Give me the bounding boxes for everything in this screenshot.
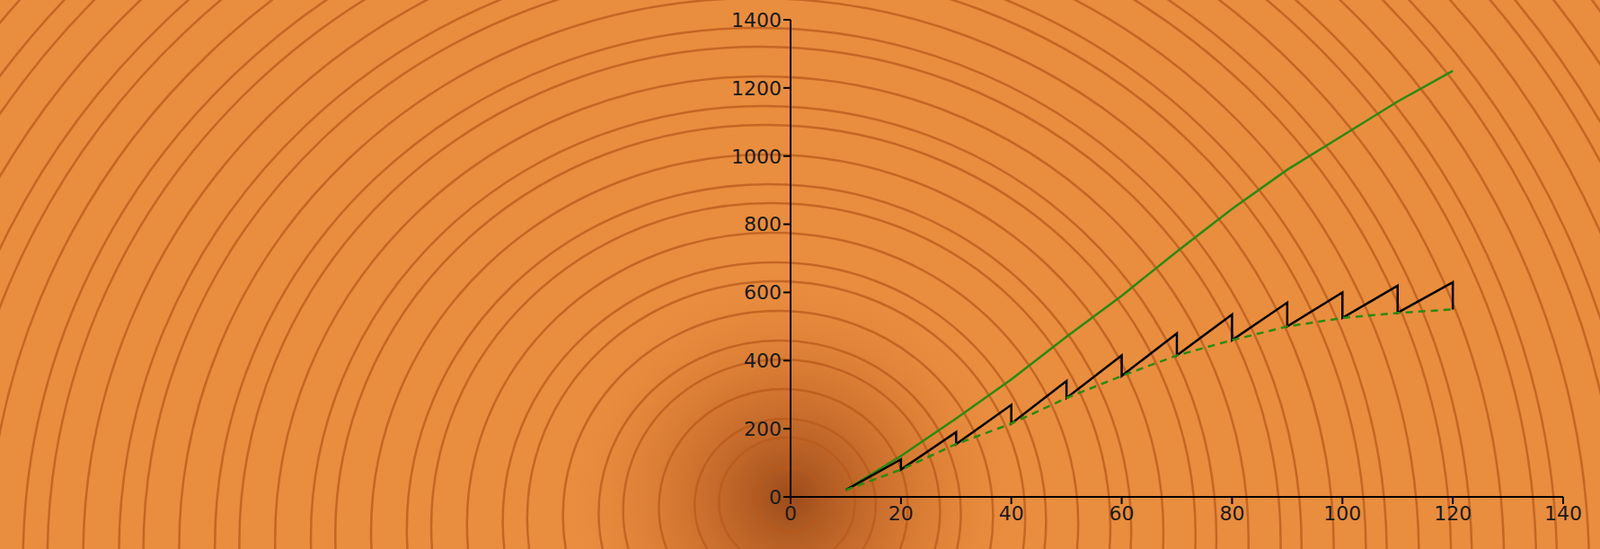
svg-text:200: 200 — [743, 417, 782, 441]
svg-text:60: 60 — [1109, 502, 1135, 525]
svg-text:40: 40 — [998, 502, 1025, 525]
svg-text:1000: 1000 — [731, 145, 782, 168]
svg-text:140: 140 — [1544, 502, 1583, 525]
svg-text:600: 600 — [743, 281, 782, 304]
svg-text:120: 120 — [1433, 502, 1472, 525]
svg-text:0: 0 — [784, 502, 797, 525]
svg-text:20: 20 — [888, 502, 914, 525]
svg-text:800: 800 — [743, 212, 782, 236]
svg-text:1200: 1200 — [731, 77, 782, 100]
svg-text:0: 0 — [769, 486, 782, 509]
svg-text:80: 80 — [1219, 502, 1245, 525]
svg-text:1400: 1400 — [731, 8, 782, 32]
svg-text:100: 100 — [1323, 502, 1362, 525]
svg-text:400: 400 — [743, 349, 782, 372]
